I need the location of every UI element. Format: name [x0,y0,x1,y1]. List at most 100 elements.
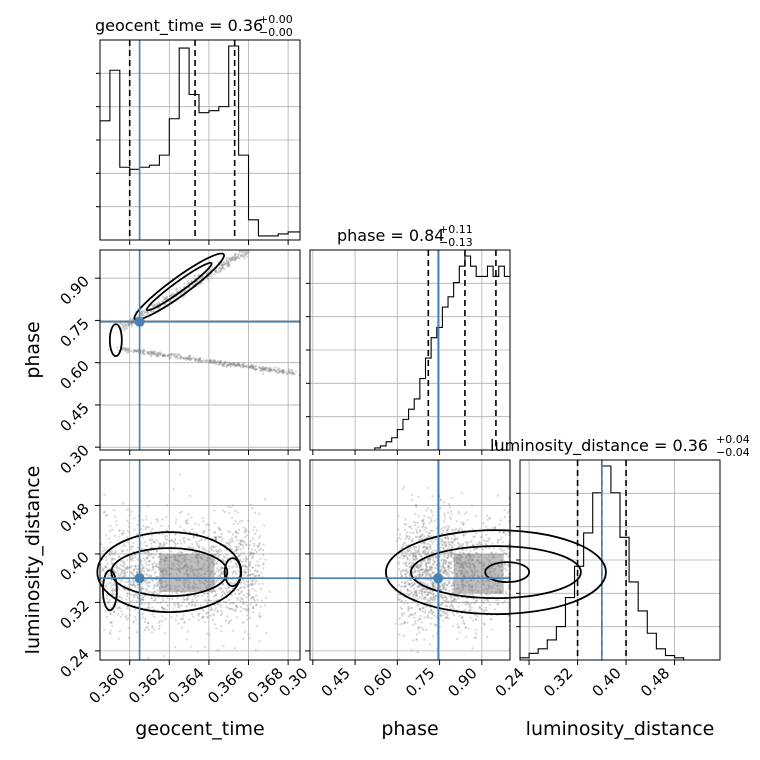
scatter-phase-lum-pt [486,635,489,638]
scatter-phase-lum-pt [488,516,491,520]
scatter-geocent-phase-pt [140,313,143,316]
scatter-geocent-lum-pt [190,613,194,616]
scatter-geocent-lum-pt [120,580,123,583]
scatter-phase-lum-pt [484,606,487,609]
scatter-geocent-lum-pt [193,571,196,574]
scatter-geocent-lum-pt [105,585,108,588]
scatter-geocent-lum-pt [174,532,177,536]
scatter-phase-lum-pt [464,603,467,606]
scatter-geocent-lum-pt [146,525,149,528]
scatter-geocent-phase-pt [189,356,192,359]
scatter-geocent-lum-pt [206,587,209,590]
scatter-geocent-lum-pt [171,562,175,565]
scatter-geocent-lum-pt [190,604,193,607]
scatter-geocent-phase-pt [141,349,144,352]
scatter-phase-lum-pt [439,625,442,629]
scatter-geocent-phase-pt [176,355,179,358]
tick-label-y-luminosity_distance-2: 0.40 [56,548,92,584]
scatter-geocent-phase-pt [143,312,146,315]
scatter-geocent-lum-pt [258,512,261,515]
scatter-geocent-phase-pt [177,353,181,356]
scatter-geocent-lum-pt [164,580,168,584]
scatter-phase-lum-pt [408,592,412,596]
scatter-phase-lum-pt [447,553,450,557]
scatter-geocent-lum-pt [148,560,151,563]
scatter-phase-lum-pt [441,611,445,614]
scatter-geocent-lum-pt [111,593,115,596]
scatter-geocent-lum-pt [174,521,177,524]
scatter-geocent-phase-pt [236,253,239,256]
scatter-geocent-phase-pt [288,371,291,374]
scatter-geocent-lum-pt [249,602,252,606]
scatter-geocent-lum-pt [145,544,148,547]
scatter-geocent-lum-pt [253,582,256,585]
scatter-phase-lum-pt [412,532,415,535]
ylabel-luminosity-distance: luminosity_distance [22,466,44,655]
scatter-geocent-phase-pt [232,363,235,366]
scatter-geocent-lum-pt [188,573,191,577]
scatter-geocent-phase-pt [140,312,143,315]
scatter-geocent-lum-pt [157,583,160,586]
scatter-geocent-lum-pt [183,536,186,539]
scatter-geocent-lum-pt [246,614,249,617]
scatter-phase-lum-pt [448,605,452,608]
scatter-phase-lum-pt [491,527,494,530]
scatter-geocent-lum-pt [203,645,206,649]
scatter-phase-lum-pt [441,602,444,605]
scatter-phase-lum-pt [504,533,507,536]
scatter-phase-lum-pt [431,529,434,532]
scatter-geocent-lum-pt [202,520,205,523]
scatter-geocent-lum-pt [150,521,153,524]
scatter-geocent-lum-pt [141,536,144,539]
scatter-geocent-lum-pt [231,548,234,551]
scatter-geocent-lum-pt [128,531,131,534]
scatter-geocent-lum-pt [197,561,200,564]
scatter-phase-lum-pt [423,587,426,591]
scatter-phase-lum-pt [397,537,400,540]
scatter-geocent-lum-pt [196,650,199,653]
scatter-geocent-lum-pt [198,546,201,549]
scatter-geocent-lum-pt [118,566,121,570]
scatter-geocent-lum-pt [242,551,245,554]
scatter-geocent-phase-pt [236,363,239,367]
scatter-geocent-lum-pt [249,573,253,576]
scatter-geocent-lum-pt [233,609,236,612]
scatter-geocent-lum-pt [202,609,205,613]
scatter-geocent-phase-pt [230,258,233,261]
scatter-geocent-lum-pt [133,583,136,586]
scatter-geocent-lum-pt [145,582,148,585]
scatter-geocent-lum-pt [165,516,168,519]
scatter-geocent-phase-pt [281,370,284,373]
scatter-geocent-lum-pt [225,590,228,593]
scatter-geocent-lum-pt [140,559,144,562]
scatter-phase-lum-pt [480,607,483,611]
scatter-phase-lum-pt [473,535,476,538]
scatter-geocent-lum-pt [232,540,235,543]
scatter-geocent-lum-pt [196,554,199,557]
scatter-geocent-phase-pt [190,280,193,283]
scatter-phase-lum-pt [430,565,433,568]
scatter-geocent-phase-pt [154,352,157,355]
scatter-phase-lum-pt [472,598,476,601]
scatter-geocent-lum-pt [254,564,257,567]
scatter-geocent-lum-pt [206,598,209,602]
scatter-geocent-lum-pt [263,524,266,527]
scatter-geocent-lum-pt [203,547,206,551]
scatter-geocent-phase-pt [213,273,216,276]
scatter-geocent-phase-pt [222,364,225,367]
scatter-geocent-lum-pt [214,594,217,597]
scatter-phase-lum-pt [431,571,434,574]
scatter-phase-lum-pt [421,595,424,598]
scatter-geocent-lum-pt [176,588,180,591]
scatter-geocent-lum-pt [235,538,239,542]
scatter-geocent-lum-pt [252,596,255,599]
scatter-geocent-lum-pt [231,572,234,576]
scatter-geocent-lum-pt [132,583,135,587]
scatter-geocent-lum-pt [127,626,130,629]
scatter-phase-lum-pt [398,617,401,620]
scatter-phase-lum-pt [499,519,502,522]
scatter-phase-lum-pt [444,559,447,562]
scatter-geocent-lum-pt [111,592,114,595]
scatter-geocent-phase-pt [254,368,257,371]
scatter-geocent-phase-pt [135,349,138,352]
